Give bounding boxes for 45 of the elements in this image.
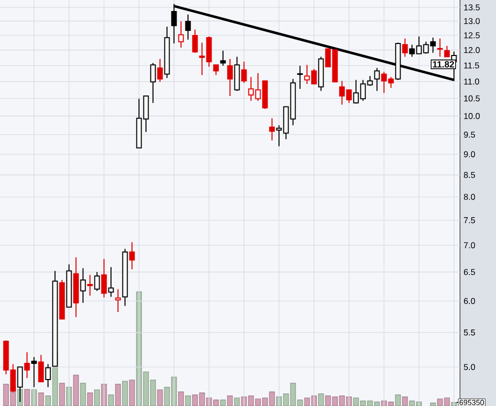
- candlestick: [38, 354, 44, 382]
- y-tick-label: 10.5: [464, 95, 480, 102]
- candlestick: [87, 274, 93, 296]
- y-tick-label: 11.0: [464, 78, 480, 85]
- y-tick-label: 7.0: [464, 242, 476, 248]
- y-tick-label: 8.5: [464, 172, 475, 178]
- candlestick: [94, 272, 100, 292]
- y-tick-label: 7.5: [464, 217, 475, 224]
- candlestick: [213, 64, 219, 76]
- candlestick: [178, 20, 184, 48]
- candlestick: [129, 242, 135, 270]
- candlestick: [31, 356, 37, 388]
- candlestick: [80, 268, 86, 304]
- candlestick: [101, 258, 107, 298]
- candlestick: [220, 50, 226, 66]
- candlestick: [227, 58, 233, 96]
- y-tick-label: 10.0: [464, 113, 480, 120]
- candlestick: [241, 61, 247, 84]
- candlestick: [374, 68, 380, 92]
- y-tick-label: 6.0: [464, 298, 476, 304]
- y-tick-label: 12.0: [464, 47, 480, 54]
- y-tick-label: 11.5: [464, 62, 480, 68]
- y-tick-label: 12.5: [464, 32, 480, 38]
- candlestick: [437, 38, 443, 58]
- y-tick-label: 13.5: [464, 4, 480, 10]
- candlestick: [115, 288, 121, 313]
- y-tick-label: 13.0: [464, 18, 480, 24]
- candlestick: [45, 364, 51, 388]
- annotation: 11.82: [432, 61, 454, 68]
- candlestick: [297, 65, 303, 90]
- candlestick: [24, 352, 30, 379]
- y-tick-label: 8.0: [464, 194, 476, 200]
- y-tick-label: 6.5: [464, 269, 475, 276]
- candlestick: [444, 45, 450, 58]
- y-tick-label: 9.0: [464, 151, 476, 158]
- y-tick-label: 9.5: [464, 132, 475, 138]
- y-tick-label: 5.0: [464, 364, 476, 370]
- candlestick: [108, 266, 114, 298]
- candlestick: [402, 38, 408, 58]
- candlestick: [269, 118, 275, 141]
- candlestick: [185, 14, 191, 40]
- candlestick: [157, 58, 163, 82]
- y-tick-label: 5.5: [464, 330, 475, 336]
- candlestick: [192, 29, 198, 54]
- candlestick: [150, 62, 156, 104]
